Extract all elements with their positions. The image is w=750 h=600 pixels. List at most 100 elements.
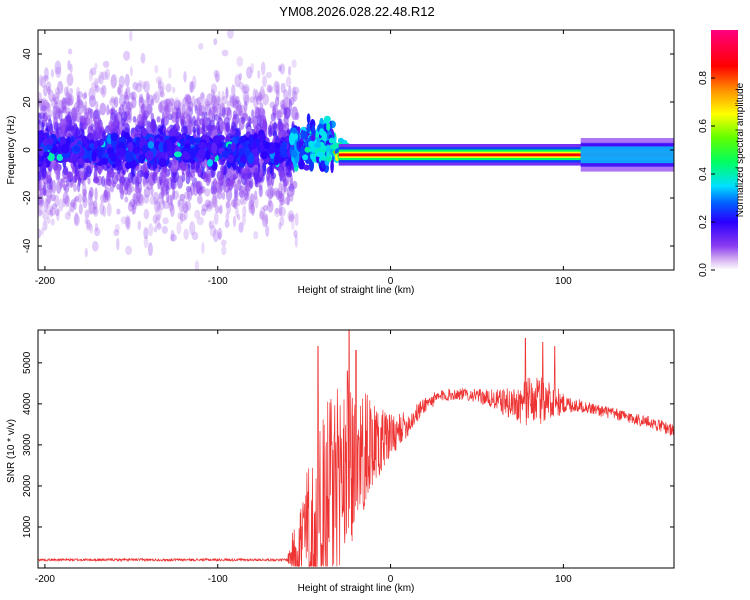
spectrogram-blob xyxy=(116,208,121,215)
spectrogram-blob xyxy=(47,109,53,119)
spectrogram-y-tick-label: 0 xyxy=(22,147,33,153)
spectrogram-blob xyxy=(66,73,74,87)
spectrogram-blob xyxy=(74,212,79,225)
spectrogram-blob xyxy=(232,110,238,120)
spectrogram-blob xyxy=(328,137,335,144)
spectrogram-blob xyxy=(198,127,203,135)
snr-x-ticks: -200 -100 0 100 xyxy=(35,330,572,585)
spectrogram-blob xyxy=(170,233,177,242)
spectrogram-blob xyxy=(286,193,290,206)
spectrogram-blob xyxy=(206,201,214,210)
spectrogram-blob xyxy=(61,106,67,114)
spectrogram-blob xyxy=(249,193,255,207)
spectrogram-blob xyxy=(266,84,274,93)
spectrogram-blob xyxy=(235,198,241,207)
spectrogram-blob xyxy=(101,175,105,187)
spectrogram-blob xyxy=(153,200,161,213)
spectrogram-blob xyxy=(232,99,239,110)
spectrogram-blob xyxy=(89,68,93,82)
spectrogram-blob xyxy=(132,81,139,91)
spectrogram-blob xyxy=(40,227,45,236)
spectrogram-blob xyxy=(279,215,285,227)
spectrogram-blob xyxy=(50,69,55,78)
spectrogram-blob xyxy=(97,75,102,84)
spectrogram-blob xyxy=(38,112,46,119)
spectrogram-blob xyxy=(206,203,213,212)
spectrogram-blob xyxy=(204,188,211,197)
spectrogram-blob xyxy=(279,110,284,118)
spectrogram-blob xyxy=(43,85,48,97)
spectrogram-blob xyxy=(265,213,269,226)
spectrogram-blob xyxy=(275,189,281,200)
spectrogram-blob xyxy=(185,95,192,105)
spectrogram-blob xyxy=(198,102,203,117)
spectrogram-blob xyxy=(248,198,255,210)
spectrogram-blob xyxy=(94,80,98,91)
spectrogram-blob xyxy=(224,106,231,117)
spectrogram-blob xyxy=(310,134,316,141)
spectrogram-blob xyxy=(129,92,135,100)
spectrogram-blob xyxy=(209,220,215,229)
spectrogram-blob xyxy=(42,99,50,113)
spectrogram-blob xyxy=(68,93,74,106)
spectrogram-blob xyxy=(220,164,225,175)
spectrogram-blob xyxy=(127,102,134,111)
spectrogram-blob xyxy=(82,93,87,100)
spectrogram-blob xyxy=(211,93,217,105)
spectrogram-blob xyxy=(242,205,247,217)
spectrogram-blob xyxy=(226,100,232,107)
spectrogram-blob xyxy=(50,218,55,226)
spectrogram-blob xyxy=(86,118,93,125)
spectrogram-blob xyxy=(324,115,331,122)
spectrogram-blob xyxy=(158,192,164,200)
spectrogram-blob xyxy=(44,67,49,80)
spectrogram-blob xyxy=(212,135,221,144)
spectrogram-blob xyxy=(265,225,270,237)
spectrogram-blob xyxy=(248,203,255,214)
spectrogram-blob xyxy=(91,82,96,89)
spectrogram-blob xyxy=(300,156,304,169)
spectrogram-blob xyxy=(292,90,298,102)
spectrogram-blob xyxy=(197,167,202,178)
spectrogram-blob xyxy=(40,97,48,110)
spectrogram-blob xyxy=(194,104,198,114)
spectrogram-blob xyxy=(86,219,91,229)
spectrogram-blob xyxy=(143,80,151,93)
spectrogram-blob xyxy=(89,186,94,198)
spectrogram-blob xyxy=(231,94,238,108)
spectrogram-blob xyxy=(286,96,291,110)
spectrogram-blob xyxy=(177,199,181,207)
spectrogram-blob xyxy=(127,142,134,152)
spectrogram-blob xyxy=(288,85,292,98)
snr-y-tick-label: 4000 xyxy=(22,392,33,415)
colorbar-tick-label: 0.4 xyxy=(698,167,709,181)
spectrogram-blob xyxy=(205,124,212,132)
spectrogram-blob xyxy=(106,170,111,183)
spectrogram-blob xyxy=(283,96,291,109)
spectrogram-blob xyxy=(292,86,300,95)
spectrogram-blob xyxy=(134,186,140,194)
spectrogram-blob xyxy=(262,161,267,172)
spectrogram-blob xyxy=(185,200,192,212)
spectrogram-blob xyxy=(94,223,99,232)
spectrogram-blob xyxy=(98,71,104,85)
spectrogram-blob xyxy=(92,241,99,252)
snr-xlabel: Height of straight line (km) xyxy=(298,583,415,594)
spectrogram-blob xyxy=(193,98,201,111)
spectrogram-blob xyxy=(73,183,77,192)
spectrogram-blob xyxy=(110,75,117,89)
spectrogram-blob xyxy=(44,198,49,213)
spectrogram-blob xyxy=(210,95,217,110)
spectrogram-blob xyxy=(255,89,259,102)
spectrogram-blob xyxy=(165,98,172,107)
spectrogram-y-tick-label: 20 xyxy=(22,96,33,108)
spectrogram-blob xyxy=(38,185,42,200)
spectrogram-blob xyxy=(259,206,265,221)
spectrogram-blob xyxy=(127,185,135,193)
spectrogram-blob xyxy=(279,99,287,110)
spectrogram-blob xyxy=(136,114,143,127)
spectrogram-blob xyxy=(73,213,80,227)
spectrogram-blob xyxy=(278,191,283,200)
spectrogram-blob xyxy=(94,85,100,93)
spectrogram-blob xyxy=(129,66,133,77)
